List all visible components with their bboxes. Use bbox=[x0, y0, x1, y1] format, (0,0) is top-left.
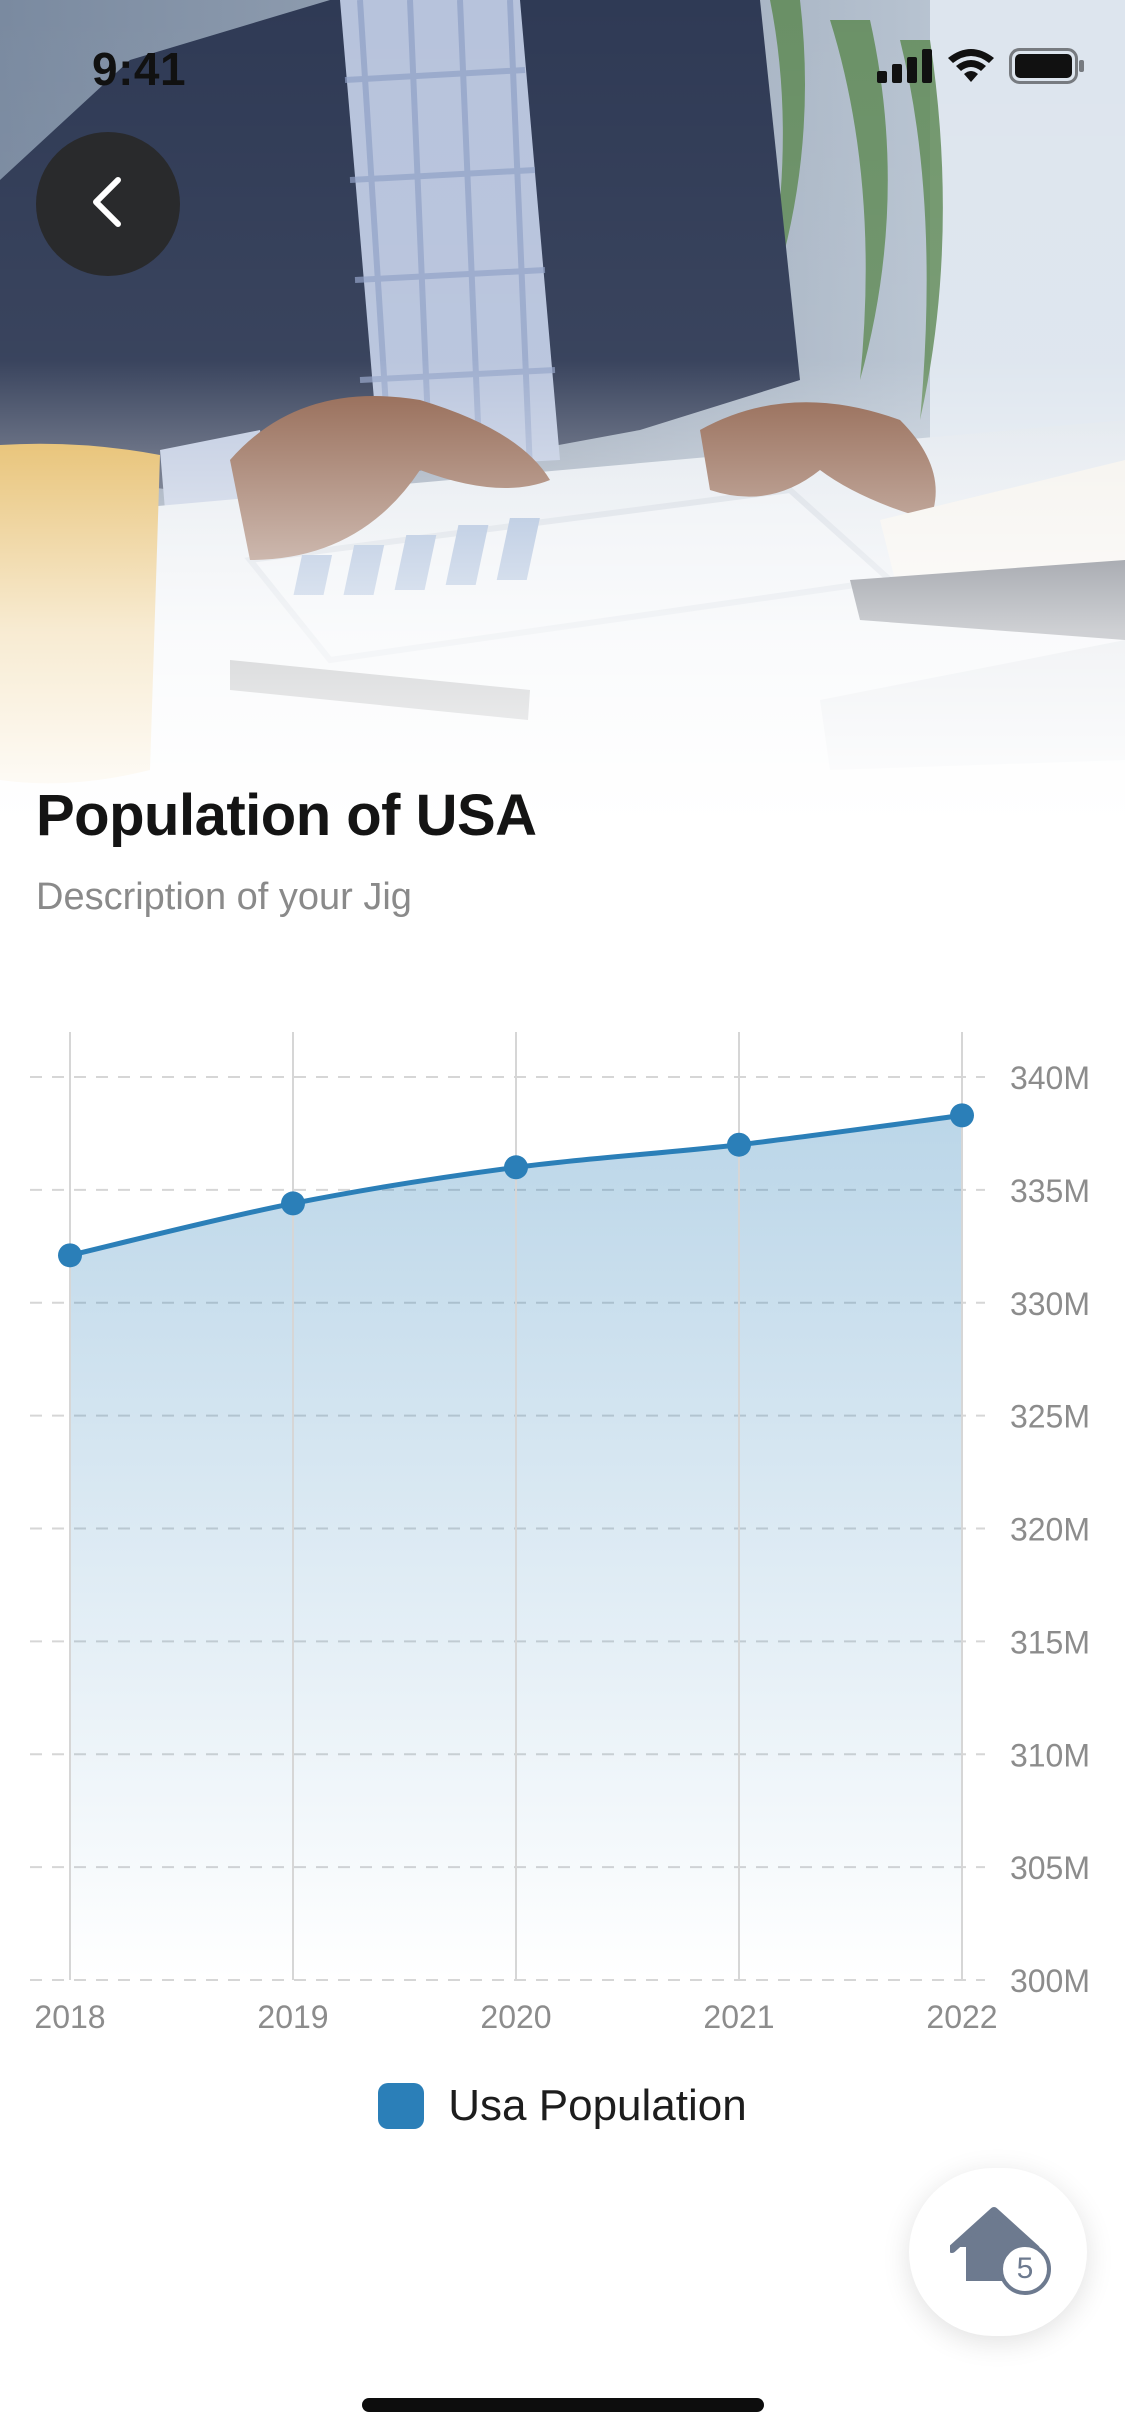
data-point[interactable] bbox=[727, 1132, 751, 1157]
y-tick-label: 335M bbox=[1010, 1173, 1090, 1209]
home-button[interactable]: 5 bbox=[909, 2168, 1087, 2336]
status-bar: 9:41 bbox=[0, 0, 1125, 135]
x-axis-labels: 2018 2019 2020 2021 2022 bbox=[34, 1999, 997, 2035]
data-point[interactable] bbox=[281, 1191, 305, 1216]
y-tick-label: 330M bbox=[1010, 1286, 1090, 1322]
home-badge: 5 bbox=[999, 2243, 1051, 2295]
y-axis-labels: 300M 305M 310M 315M 320M 325M 330M 335M 340M bbox=[1010, 1060, 1090, 1999]
legend-swatch bbox=[378, 2083, 425, 2129]
wifi-icon bbox=[947, 48, 995, 89]
hero-fade-overlay bbox=[0, 0, 1125, 900]
y-tick-label: 300M bbox=[1010, 1963, 1090, 1999]
chart-svg: 300M 305M 310M 315M 320M 325M 330M 335M 340M 201… bbox=[30, 1032, 1090, 2035]
battery-icon bbox=[1009, 48, 1085, 89]
y-tick-label: 315M bbox=[1010, 1624, 1090, 1660]
chart-legend: Usa Population bbox=[0, 2076, 1125, 2136]
status-icons bbox=[877, 48, 1085, 89]
data-point[interactable] bbox=[504, 1155, 528, 1180]
y-tick-label: 310M bbox=[1010, 1737, 1090, 1773]
hero-image bbox=[0, 0, 1125, 900]
cellular-signal-icon bbox=[877, 49, 933, 88]
y-tick-label: 305M bbox=[1010, 1850, 1090, 1886]
points-layer bbox=[58, 1103, 974, 1268]
y-tick-label: 340M bbox=[1010, 1060, 1090, 1096]
x-tick-label: 2018 bbox=[34, 1999, 105, 2035]
x-tick-label: 2019 bbox=[257, 1999, 328, 2035]
x-tick-label: 2020 bbox=[480, 1999, 551, 2035]
status-time: 9:41 bbox=[92, 43, 187, 95]
y-tick-label: 320M bbox=[1010, 1512, 1090, 1548]
data-point[interactable] bbox=[58, 1243, 82, 1268]
home-indicator bbox=[362, 2398, 764, 2412]
vertical-grid-layer bbox=[69, 1032, 963, 1980]
y-tick-label: 325M bbox=[1010, 1399, 1090, 1435]
data-point[interactable] bbox=[950, 1103, 974, 1128]
chevron-left-icon bbox=[86, 174, 130, 235]
x-tick-label: 2021 bbox=[703, 1999, 774, 2035]
x-tick-label: 2022 bbox=[926, 1999, 997, 2035]
page-description: Description of your Jig bbox=[36, 876, 412, 918]
page-title: Population of USA bbox=[36, 783, 537, 848]
back-button[interactable] bbox=[36, 132, 180, 276]
legend-label: Usa Population bbox=[448, 2081, 747, 2130]
population-chart: 300M 305M 310M 315M 320M 325M 330M 335M 340M 201… bbox=[0, 1000, 1125, 2050]
